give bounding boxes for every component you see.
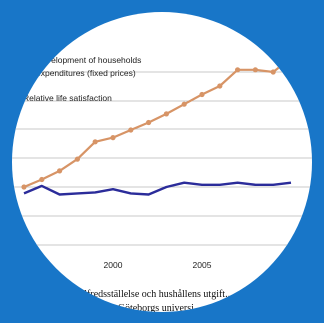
series-0-point-12 [235,67,241,73]
series-0-point-13 [252,67,258,73]
series-0-point-10 [199,91,205,98]
legend: Development of households expenditures (… [23,55,141,103]
source-caption: ...livstillfredsställelse och hushållens… [54,289,233,314]
series-0-point-0 [21,184,27,190]
series-0-point-6 [128,127,134,133]
x-tick-label-1: 2005 [193,260,212,270]
series-0-point-7 [146,119,152,126]
series-0-point-8 [163,111,169,117]
series-0-point-5 [110,135,116,141]
series-0-point-15 [288,55,294,61]
x-tick-label-0: 2000 [104,260,123,270]
legend-label-1: Development of households [36,55,141,65]
series-0-point-4 [92,139,98,145]
chart-circle-crop [12,12,312,312]
grid-lines [12,71,312,246]
series-0-point-9 [181,101,187,107]
series-0-point-2 [57,168,63,174]
legend-label-2: expenditures (fixed prices) [36,68,136,78]
series-0-point-11 [217,83,223,89]
series-lines [21,55,294,196]
series-line-1 [23,181,292,196]
caption-line-1: ...livstillfredsställelse och hushållens… [54,289,233,300]
series-0-point-14 [270,69,276,75]
caption-line-2: ...stitutet, Göteborgs universi... [78,303,201,314]
series-0-point-1 [39,176,45,183]
series-0-point-3 [74,156,80,162]
x-axis-ticks: 2000 2005 [104,260,212,270]
series-line-0 [23,57,292,189]
legend-label-3: Relative life satisfaction [23,93,112,103]
